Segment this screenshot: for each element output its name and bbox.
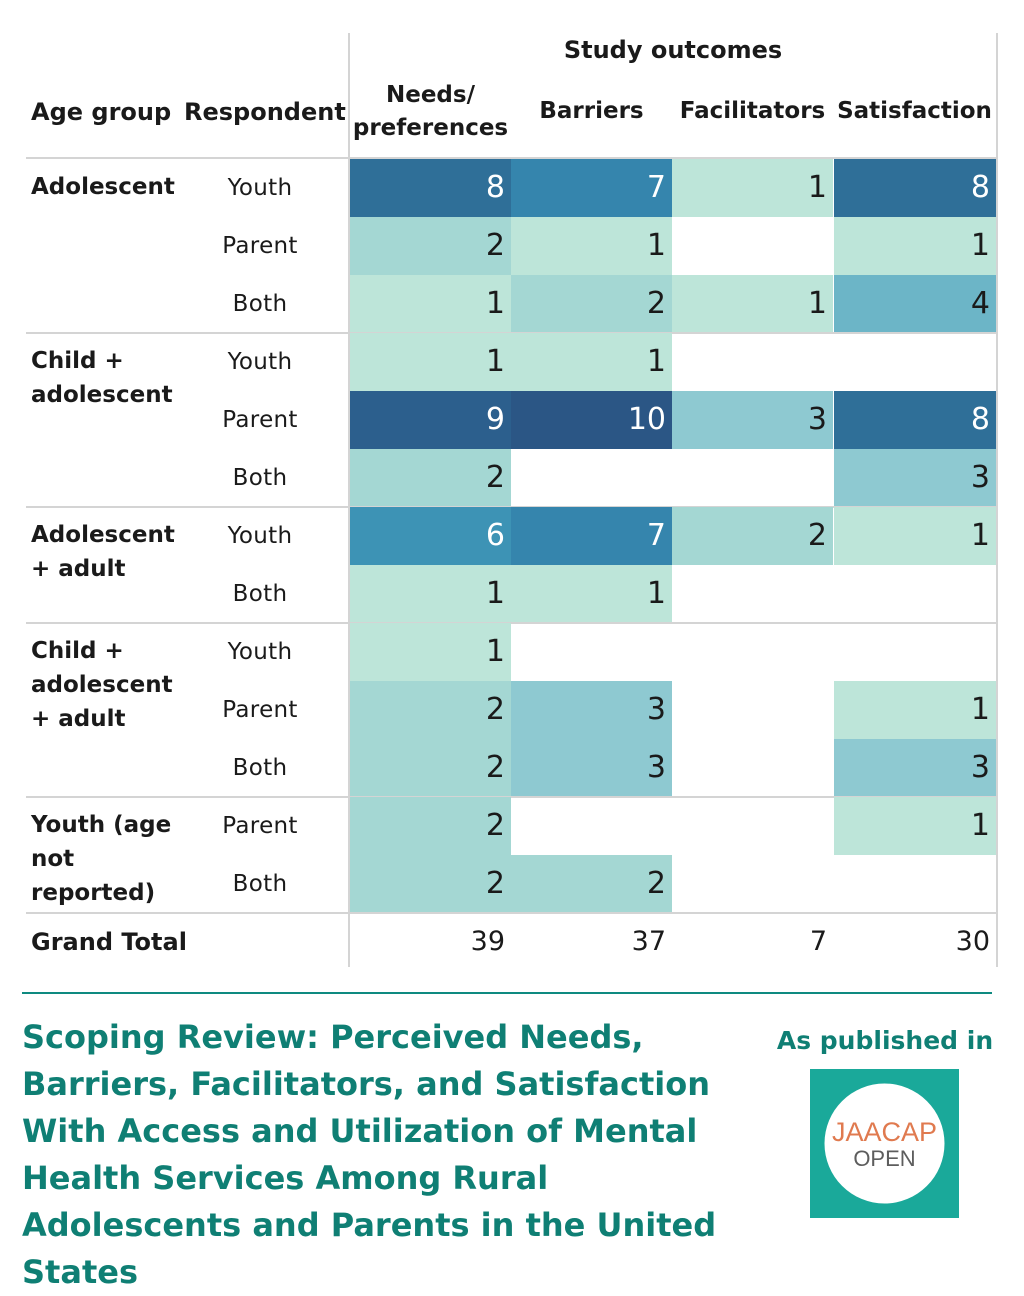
logo-text-bottom: OPEN	[853, 1146, 915, 1171]
data-cell: 2	[511, 275, 672, 333]
grand-total-value: 30	[955, 926, 990, 957]
data-cell: 1	[672, 159, 833, 217]
data-cell: 1	[350, 275, 511, 333]
data-cell: 6	[350, 507, 511, 565]
logo-circle	[824, 1083, 945, 1204]
respondent-label: Parent	[222, 407, 298, 433]
data-cell: 2	[672, 507, 833, 565]
grand-total-value: 7	[809, 926, 827, 957]
published-in-label: As published in	[776, 1026, 994, 1055]
grand-total-value: 39	[470, 926, 505, 957]
data-cell: 1	[350, 565, 511, 623]
age-group-label: Child + adolescent + adult	[31, 638, 173, 732]
respondent-label: Both	[232, 581, 288, 607]
grand-total-label: Grand Total	[31, 928, 187, 956]
column-header: Needs/ preferences	[352, 82, 509, 141]
data-cell: 1	[834, 681, 996, 739]
data-cell: 3	[834, 739, 996, 797]
data-cell: 1	[350, 623, 511, 681]
respondent-label: Youth	[227, 639, 293, 665]
data-cell: 8	[350, 159, 511, 217]
data-cell: 3	[672, 391, 833, 449]
data-cell: 2	[511, 855, 672, 913]
data-cell: 3	[511, 739, 672, 797]
data-cell: 2	[350, 855, 511, 913]
header-divider	[26, 157, 996, 159]
data-cell: 3	[511, 681, 672, 739]
respondent-header: Respondent	[184, 98, 346, 126]
group-divider	[26, 912, 996, 914]
data-cell: 1	[834, 217, 996, 275]
data-cell: 2	[350, 681, 511, 739]
table-left-rule	[348, 33, 350, 967]
age-group-label: Adolescent + adult	[31, 522, 175, 582]
data-cell: 2	[350, 797, 511, 855]
data-cell: 1	[834, 507, 996, 565]
respondent-label: Youth	[227, 175, 293, 201]
data-cell: 8	[834, 391, 996, 449]
respondent-label: Both	[232, 755, 288, 781]
data-cell: 2	[350, 217, 511, 275]
age-group-header: Age group	[31, 98, 172, 126]
data-cell: 4	[834, 275, 996, 333]
respondent-label: Parent	[222, 697, 298, 723]
column-header: Facilitators	[679, 98, 826, 124]
grand-total-value: 37	[631, 926, 666, 957]
column-header: Satisfaction	[837, 98, 992, 124]
data-cell: 3	[834, 449, 996, 507]
data-cell: 7	[511, 507, 672, 565]
data-cell: 7	[511, 159, 672, 217]
data-cell: 1	[672, 275, 833, 333]
article-title: Scoping Review: Perceived Needs, Barrier…	[22, 1018, 717, 1291]
column-header: Barriers	[539, 98, 644, 124]
logo-text-top: JAACAP	[832, 1117, 937, 1147]
respondent-label: Both	[232, 871, 288, 897]
data-cell: 1	[511, 333, 672, 391]
study-outcomes-header: Study outcomes	[563, 36, 783, 64]
respondent-label: Youth	[227, 523, 293, 549]
data-cell: 1	[834, 797, 996, 855]
respondent-label: Both	[232, 465, 288, 491]
data-cell: 1	[511, 565, 672, 623]
data-cell: 2	[350, 449, 511, 507]
age-group-label: Adolescent	[31, 174, 175, 200]
data-cell: 9	[350, 391, 511, 449]
respondent-label: Youth	[227, 349, 293, 375]
data-cell: 10	[511, 391, 672, 449]
data-cell: 2	[350, 739, 511, 797]
table-right-rule	[996, 33, 998, 967]
age-group-label: Youth (age not reported)	[31, 812, 172, 906]
group-divider	[26, 796, 996, 798]
age-group-label: Child + adolescent	[31, 348, 173, 408]
data-cell: 1	[511, 217, 672, 275]
divider-line	[22, 992, 992, 994]
jaacap-open-logo: JAACAP OPEN	[810, 1069, 959, 1218]
respondent-label: Parent	[222, 813, 298, 839]
respondent-label: Parent	[222, 233, 298, 259]
data-cell: 8	[834, 159, 996, 217]
respondent-label: Both	[232, 291, 288, 317]
data-cell: 1	[350, 333, 511, 391]
group-divider	[26, 622, 996, 624]
